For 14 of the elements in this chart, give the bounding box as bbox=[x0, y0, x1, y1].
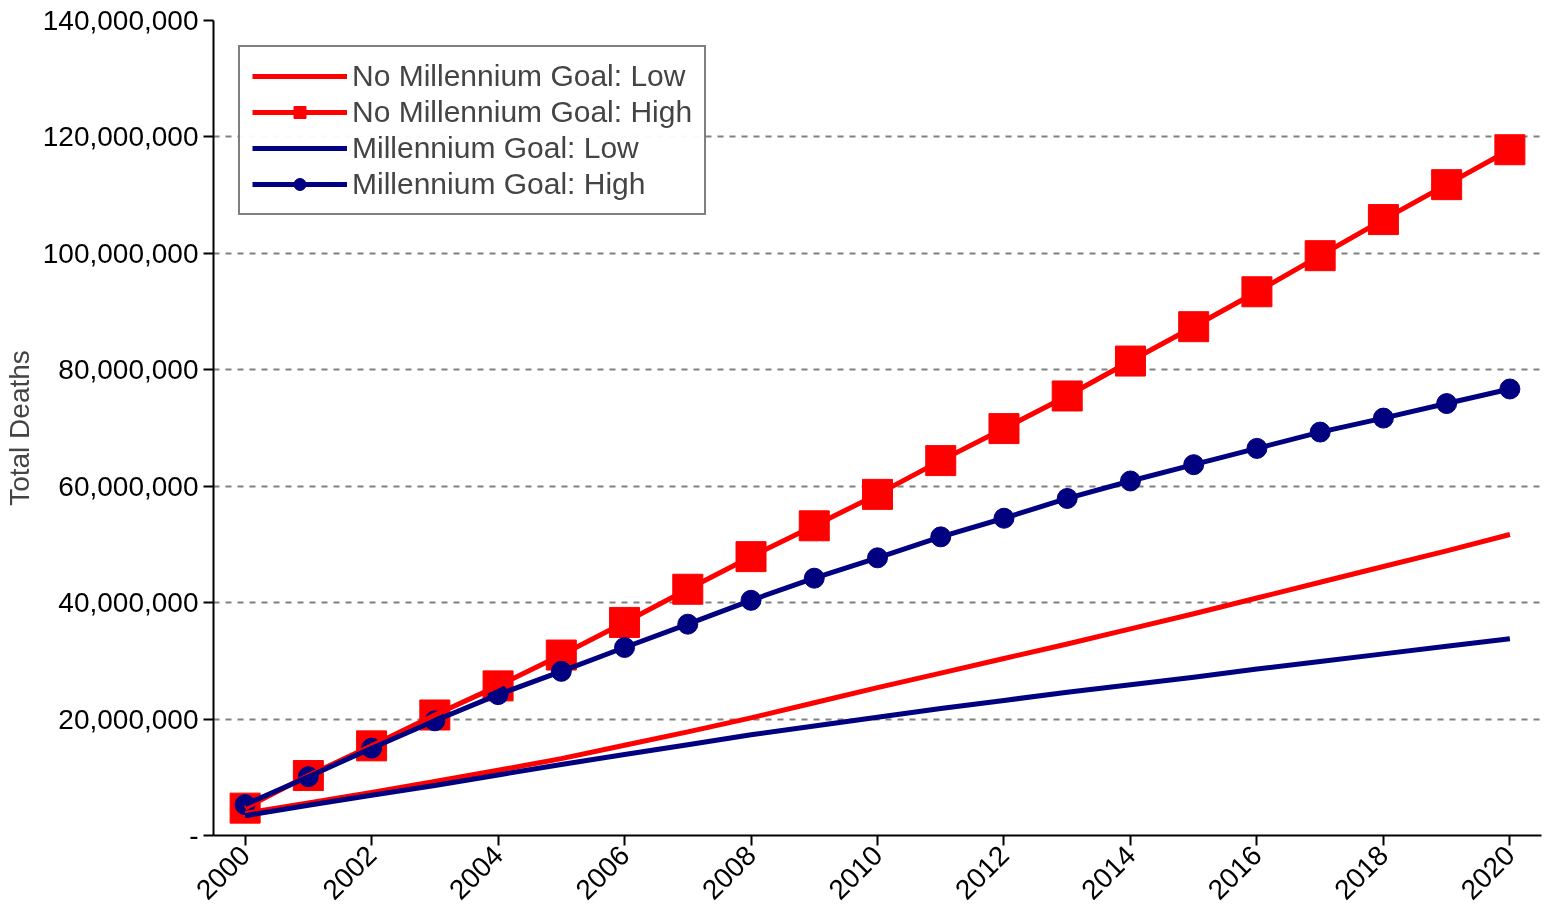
y-tick-label: 140,000,000 bbox=[42, 5, 199, 36]
legend-label: Millennium Goal: High bbox=[352, 167, 646, 201]
y-tick-label: 100,000,000 bbox=[42, 237, 199, 269]
legend-label: Millennium Goal: Low bbox=[352, 131, 639, 165]
y-tick-label: 40,000,000 bbox=[58, 587, 199, 619]
legend-label: No Millennium Goal: High bbox=[352, 95, 693, 129]
y-tick-label: - bbox=[189, 820, 199, 851]
legend-label: No Millennium Goal: Low bbox=[352, 59, 686, 93]
y-tick-label: 20,000,000 bbox=[58, 703, 199, 735]
y-tick-label: 120,000,000 bbox=[42, 121, 199, 153]
y-axis-title: Total Deaths bbox=[3, 350, 35, 506]
point bbox=[1494, 134, 1526, 166]
y-tick-label: 60,000,000 bbox=[58, 470, 199, 502]
y-tick-label: 80,000,000 bbox=[58, 354, 199, 386]
